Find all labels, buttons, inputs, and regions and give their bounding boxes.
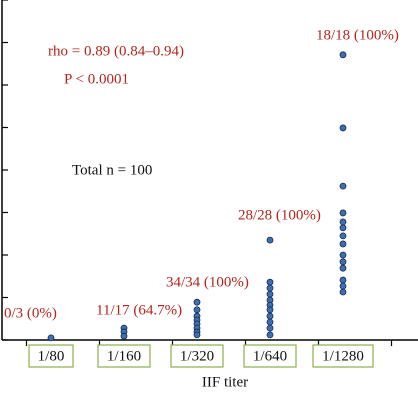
dot [339,232,347,240]
annotation: P < 0.0001 [64,71,129,87]
category-box [28,344,74,368]
x-tick-label: 1/640 [253,348,287,364]
dot [339,258,347,266]
dot [339,124,347,132]
category-box [170,344,224,368]
x-tick-label: 1/320 [180,348,214,364]
category-box [97,344,151,368]
dot [339,51,347,59]
category-box [243,344,297,368]
dot [266,236,274,244]
dot [266,284,274,292]
dot [339,264,347,272]
annotation: rho = 0.89 (0.84–0.94) [48,43,184,59]
dot [193,298,201,306]
dot [339,251,347,259]
dot [339,282,347,290]
dot [266,312,274,320]
count-label: 0/3 (0%) [4,305,57,321]
annotation: Total n = 100 [72,162,152,178]
dot [266,324,274,332]
x-tick-label: 1/80 [38,348,65,364]
count-label: 11/17 (64.7%) [96,302,182,318]
dot [339,224,347,232]
dot [266,290,274,298]
dot [339,209,347,217]
dot [266,278,274,286]
count-label: 28/28 (100%) [238,207,321,223]
dot [193,306,201,314]
dot [120,332,128,340]
x-tick-label: 1/160 [107,348,141,364]
dot [339,288,347,296]
x-tick-label: 1/1280 [322,348,364,364]
x-axis-label: IIF titer [202,374,248,390]
dot [266,306,274,314]
dot [339,182,347,190]
dot [266,331,274,339]
dot [47,334,55,342]
count-label: 18/18 (100%) [316,27,399,43]
dot [266,318,274,326]
category-box [312,344,374,368]
dot [339,276,347,284]
dot [193,331,201,339]
dot [339,240,347,248]
count-label: 34/34 (100%) [166,274,249,290]
dot [339,218,347,226]
